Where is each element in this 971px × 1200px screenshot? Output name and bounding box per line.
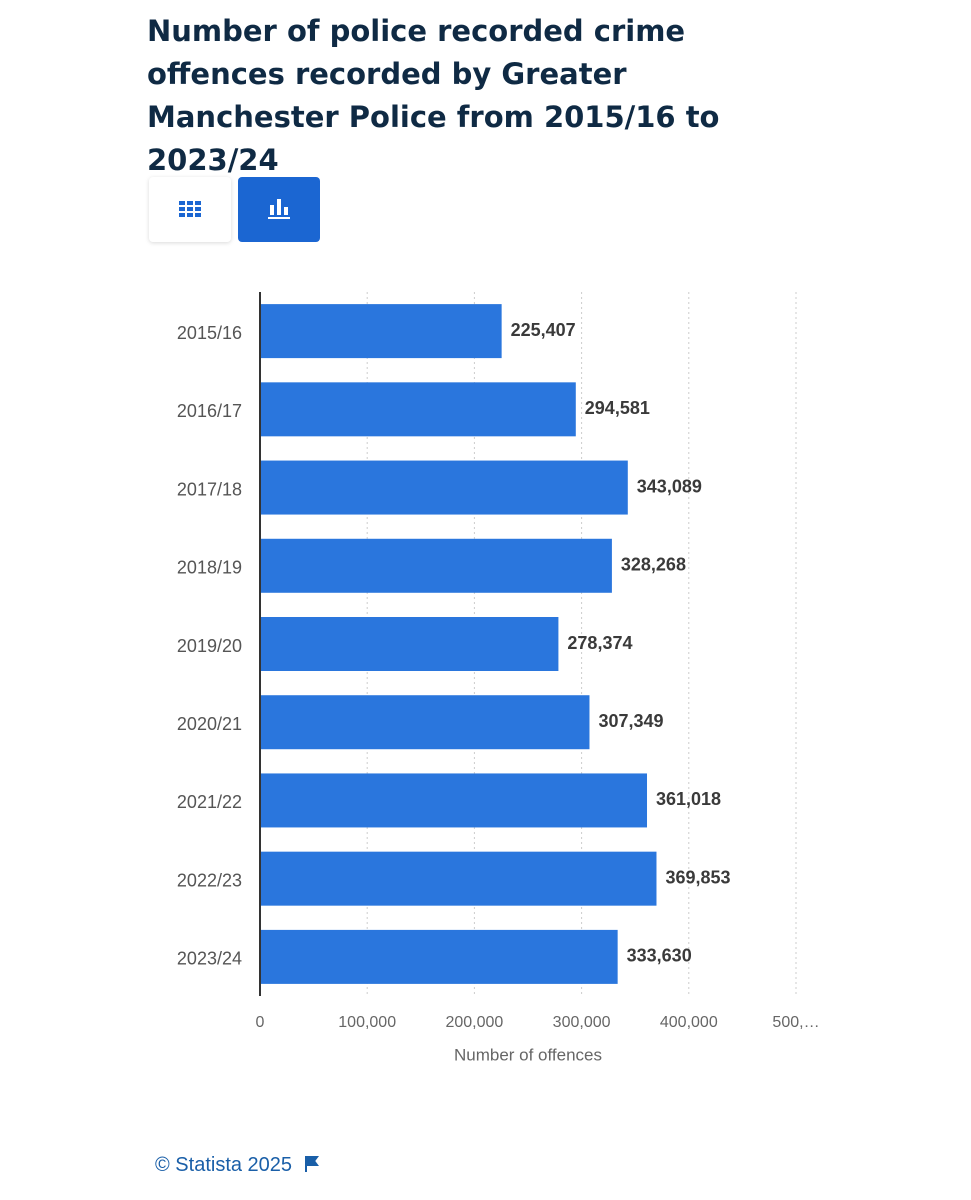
bar	[260, 460, 628, 515]
data-label: 294,581	[585, 398, 650, 418]
y-tick-label: 2020/21	[177, 714, 242, 734]
bar	[260, 695, 590, 750]
x-tick-label: 200,000	[445, 1014, 503, 1031]
bar	[260, 617, 559, 671]
data-label: 333,630	[627, 946, 692, 966]
y-tick-label: 2015/16	[177, 323, 242, 343]
data-label: 225,407	[511, 320, 576, 340]
y-tick-label: 2017/18	[177, 479, 242, 499]
y-tick-label: 2019/20	[177, 636, 242, 656]
bar	[260, 538, 612, 593]
bar	[260, 304, 502, 359]
data-label: 278,374	[567, 633, 632, 653]
data-label: 343,089	[637, 476, 702, 496]
x-tick-label: 500,…	[772, 1014, 819, 1031]
chart-title: Number of police recorded crime offences…	[147, 14, 720, 177]
chart-icon	[268, 199, 290, 219]
data-label: 369,853	[665, 867, 730, 887]
data-label: 307,349	[598, 711, 663, 731]
x-tick-label: 0	[256, 1014, 265, 1031]
data-label: 328,268	[621, 555, 686, 575]
bar	[260, 773, 648, 828]
table-view-button[interactable]	[149, 177, 231, 242]
y-tick-label: 2016/17	[177, 401, 242, 421]
x-tick-label: 300,000	[553, 1014, 611, 1031]
bar	[260, 929, 618, 984]
footer: © Statista 2025	[155, 1154, 320, 1177]
x-axis-label: Number of offences	[454, 1045, 602, 1064]
y-tick-label: 2021/22	[177, 792, 242, 812]
chart-view-button[interactable]	[238, 177, 320, 242]
data-label: 361,018	[656, 789, 721, 809]
x-tick-label: 400,000	[660, 1014, 718, 1031]
chart: Number of offences 0 100,000 200,000 300,00…	[177, 292, 820, 1064]
bar	[260, 851, 657, 906]
table-icon	[179, 201, 201, 217]
y-tick-label: 2023/24	[177, 949, 242, 969]
bar	[260, 382, 576, 437]
source: © Statista 2025	[155, 1154, 293, 1176]
flag-icon[interactable]	[304, 1155, 320, 1173]
x-tick-label: 100,000	[338, 1014, 396, 1031]
y-tick-label: 2022/23	[177, 870, 242, 890]
y-tick-label: 2018/19	[177, 558, 242, 578]
